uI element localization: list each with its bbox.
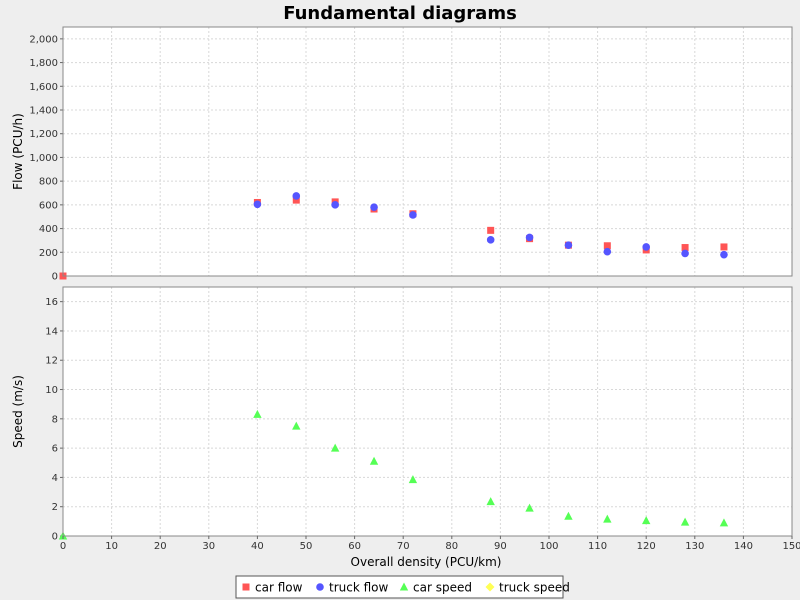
legend-label-car-flow: car flow bbox=[255, 581, 303, 595]
legend-label-truck-flow: truck flow bbox=[329, 581, 389, 595]
car-speed-point bbox=[330, 443, 340, 452]
truck-flow-point bbox=[642, 243, 650, 251]
legend-box bbox=[235, 575, 564, 599]
legend-marker-car-speed bbox=[399, 582, 409, 591]
x-tick-label: 110 bbox=[588, 541, 607, 552]
y-tick-label: 1,600 bbox=[29, 82, 58, 93]
truck-flow-point bbox=[525, 233, 534, 242]
flow-panel: 0 200 400 600 800 1,000 1,200 1,400 1,600 1,800 2,… bbox=[11, 26, 793, 283]
y-tick-label: 16 bbox=[45, 297, 58, 308]
car-speed-point bbox=[719, 518, 729, 527]
plot-background bbox=[62, 26, 793, 277]
y-tick-label: 2,000 bbox=[29, 34, 58, 45]
truck-flow-point bbox=[253, 200, 262, 209]
y-tick-label: 12 bbox=[45, 356, 58, 367]
y-tick-label: 14 bbox=[45, 326, 58, 337]
car-flow-point bbox=[681, 244, 689, 252]
chart-title: Fundamental diagrams bbox=[283, 3, 517, 24]
x-tick-label: 40 bbox=[251, 541, 264, 552]
plot-border bbox=[62, 26, 793, 277]
y-axis-label: Speed (m/s) bbox=[11, 375, 25, 448]
legend-marker-truck-flow bbox=[316, 583, 324, 591]
truck-flow-point bbox=[486, 236, 495, 244]
truck-flow-point bbox=[564, 241, 573, 249]
y-tick-label: 0 bbox=[52, 532, 58, 543]
car-speed-point bbox=[253, 409, 262, 418]
x-axis-label: Overall density (PCU/km) bbox=[351, 555, 502, 569]
legend-label-truck-speed: truck speed bbox=[499, 581, 570, 595]
y-tick-label: 1,200 bbox=[29, 129, 58, 140]
plot-border bbox=[62, 286, 793, 537]
truck-flow-point bbox=[370, 203, 378, 212]
truck-flow-point bbox=[681, 249, 689, 258]
y-tick-label: 0 bbox=[52, 272, 58, 283]
y-tick-label: 10 bbox=[45, 385, 58, 396]
x-tick-label: 100 bbox=[539, 541, 558, 552]
car-flow-point bbox=[603, 242, 611, 250]
x-tick-label: 30 bbox=[202, 541, 215, 552]
x-tick-label: 80 bbox=[445, 541, 458, 552]
car-speed-point bbox=[642, 516, 651, 525]
car-speed-point bbox=[408, 475, 418, 484]
y-tick-label: 600 bbox=[39, 200, 58, 211]
y-tick-label: 6 bbox=[52, 444, 58, 455]
truck-flow-point bbox=[409, 211, 417, 219]
x-tick-label: 50 bbox=[300, 541, 313, 552]
x-tick-label: 120 bbox=[637, 541, 656, 552]
y-tick-label: 1,800 bbox=[29, 58, 58, 69]
car-speed-point bbox=[525, 503, 534, 512]
x-axis: 0 10 20 30 40 50 60 70 80 90 100 110 120 130 140 150 bbox=[60, 536, 800, 552]
truck-flow-point bbox=[292, 192, 301, 200]
legend: car flow truck flow car speed truck speed bbox=[235, 575, 570, 599]
plot-background bbox=[62, 286, 793, 537]
speed-panel: 0 2 4 6 8 10 12 14 16 Speed (m/s) bbox=[11, 286, 793, 543]
x-tick-label: 10 bbox=[105, 541, 118, 552]
y-tick-label: 1,400 bbox=[29, 106, 58, 117]
car-speed-point bbox=[564, 511, 573, 520]
car-flow-point bbox=[292, 196, 300, 204]
legend-label-car-speed: car speed bbox=[413, 581, 472, 595]
x-tick-label: 60 bbox=[348, 541, 361, 552]
y-tick-label: 800 bbox=[39, 177, 58, 188]
x-tick-label: 150 bbox=[782, 541, 800, 552]
y-tick-label: 4 bbox=[52, 473, 58, 484]
y-tick-label: 200 bbox=[39, 248, 58, 259]
x-tick-label: 140 bbox=[734, 541, 753, 552]
y-tick-label: 400 bbox=[39, 224, 58, 235]
x-tick-label: 90 bbox=[494, 541, 507, 552]
car-flow-point bbox=[720, 243, 728, 251]
y-tick-label: 1,000 bbox=[29, 153, 58, 164]
x-tick-label: 20 bbox=[154, 541, 167, 552]
legend-marker-car-flow bbox=[242, 583, 250, 591]
truck-flow-point bbox=[603, 247, 612, 256]
car-speed-point bbox=[603, 514, 612, 523]
car-speed-point bbox=[292, 421, 301, 430]
x-tick-label: 130 bbox=[685, 541, 704, 552]
x-tick-label: 0 bbox=[60, 541, 66, 552]
y-tick-label: 2 bbox=[52, 502, 58, 513]
y-tick-label: 8 bbox=[52, 414, 58, 425]
car-speed-point bbox=[680, 517, 690, 526]
x-tick-label: 70 bbox=[397, 541, 410, 552]
car-speed-point bbox=[369, 456, 379, 465]
truck-flow-point bbox=[720, 250, 728, 259]
legend-marker-truck-speed bbox=[485, 582, 495, 592]
truck-flow-point bbox=[331, 201, 339, 209]
car-flow-point bbox=[487, 226, 495, 234]
y-axis-label: Flow (PCU/h) bbox=[11, 113, 25, 190]
car-speed-point bbox=[486, 497, 495, 506]
